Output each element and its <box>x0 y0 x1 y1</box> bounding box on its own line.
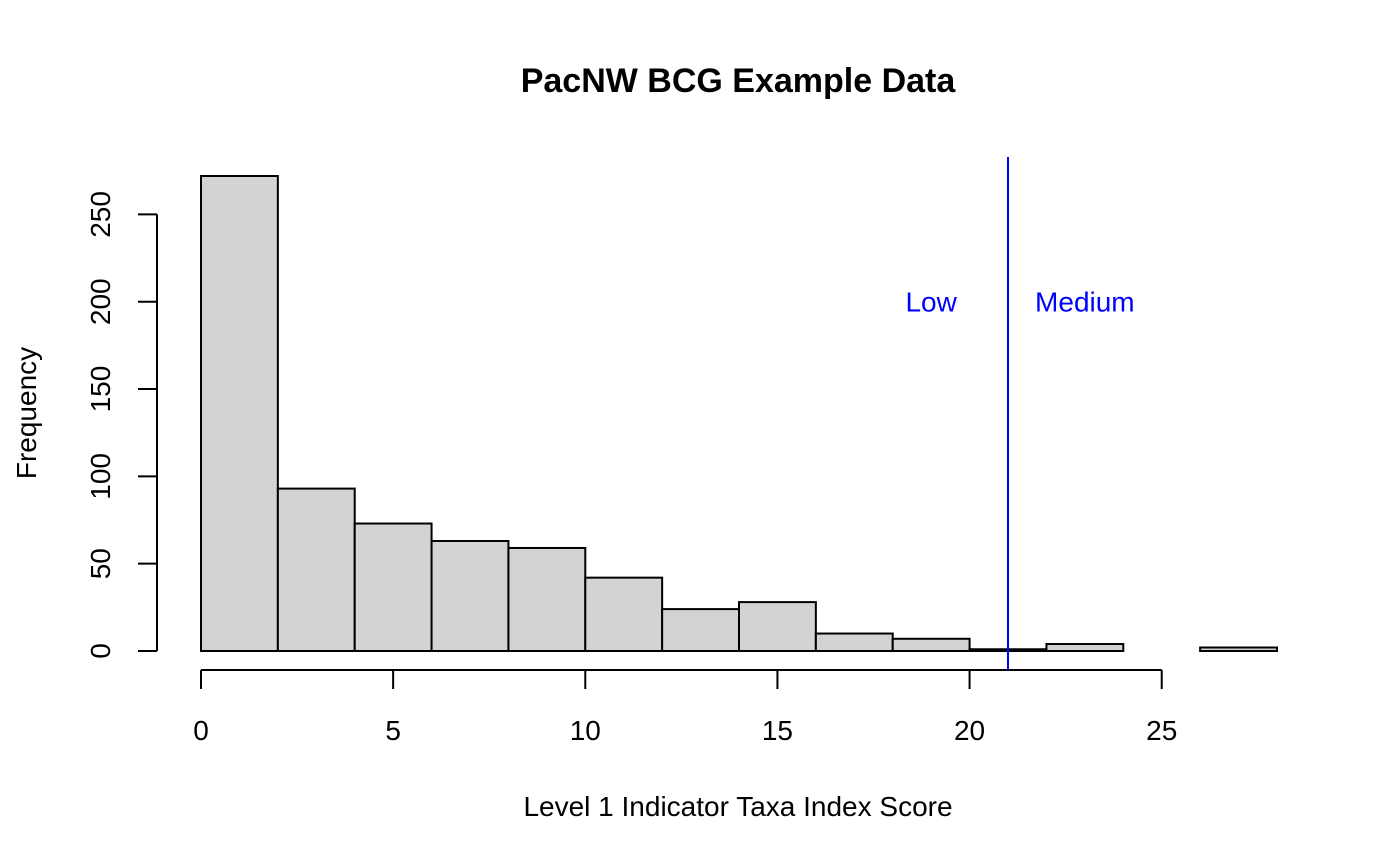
histogram-bar-7 <box>738 601 817 653</box>
y-axis: 0 50 100 150 200 250 <box>85 191 158 659</box>
histogram-bar-3 <box>430 539 510 653</box>
annotations-group: Low Medium <box>905 287 1134 318</box>
x-axis: 0 5 10 15 20 25 <box>193 669 1177 746</box>
x-axis-label: Level 1 Indicator Taxa Index Score <box>523 791 952 822</box>
y-tick-label-1: 50 <box>85 548 116 579</box>
y-tick-label-0: 0 <box>85 643 116 659</box>
histogram-bar-5 <box>584 576 664 653</box>
x-tick-label-5: 25 <box>1146 715 1177 746</box>
y-tick-label-2: 100 <box>85 453 116 500</box>
histogram-bar-9 <box>891 637 971 653</box>
y-tick-label-5: 250 <box>85 191 116 238</box>
histogram-bar-8 <box>814 632 894 652</box>
x-tick-label-4: 20 <box>954 715 985 746</box>
histogram-bar-4 <box>507 546 587 653</box>
histogram-bar-11 <box>1045 643 1125 653</box>
x-tick-label-3: 15 <box>762 715 793 746</box>
histogram-bar-2 <box>353 522 433 652</box>
x-tick-label-0: 0 <box>193 715 209 746</box>
y-axis-label: Frequency <box>11 347 42 479</box>
annotation-low: Low <box>905 287 957 318</box>
histogram-bar-13 <box>1199 646 1278 652</box>
y-tick-label-4: 200 <box>85 278 116 325</box>
bars-group <box>200 175 1278 653</box>
annotation-medium: Medium <box>1035 287 1135 318</box>
histogram-bar-0 <box>200 175 279 652</box>
x-tick-label-2: 10 <box>570 715 601 746</box>
y-tick-label-3: 150 <box>85 366 116 413</box>
histogram-bar-6 <box>661 608 741 653</box>
x-tick-label-1: 5 <box>385 715 401 746</box>
histogram-bar-1 <box>276 487 356 652</box>
chart-title: PacNW BCG Example Data <box>521 62 957 100</box>
